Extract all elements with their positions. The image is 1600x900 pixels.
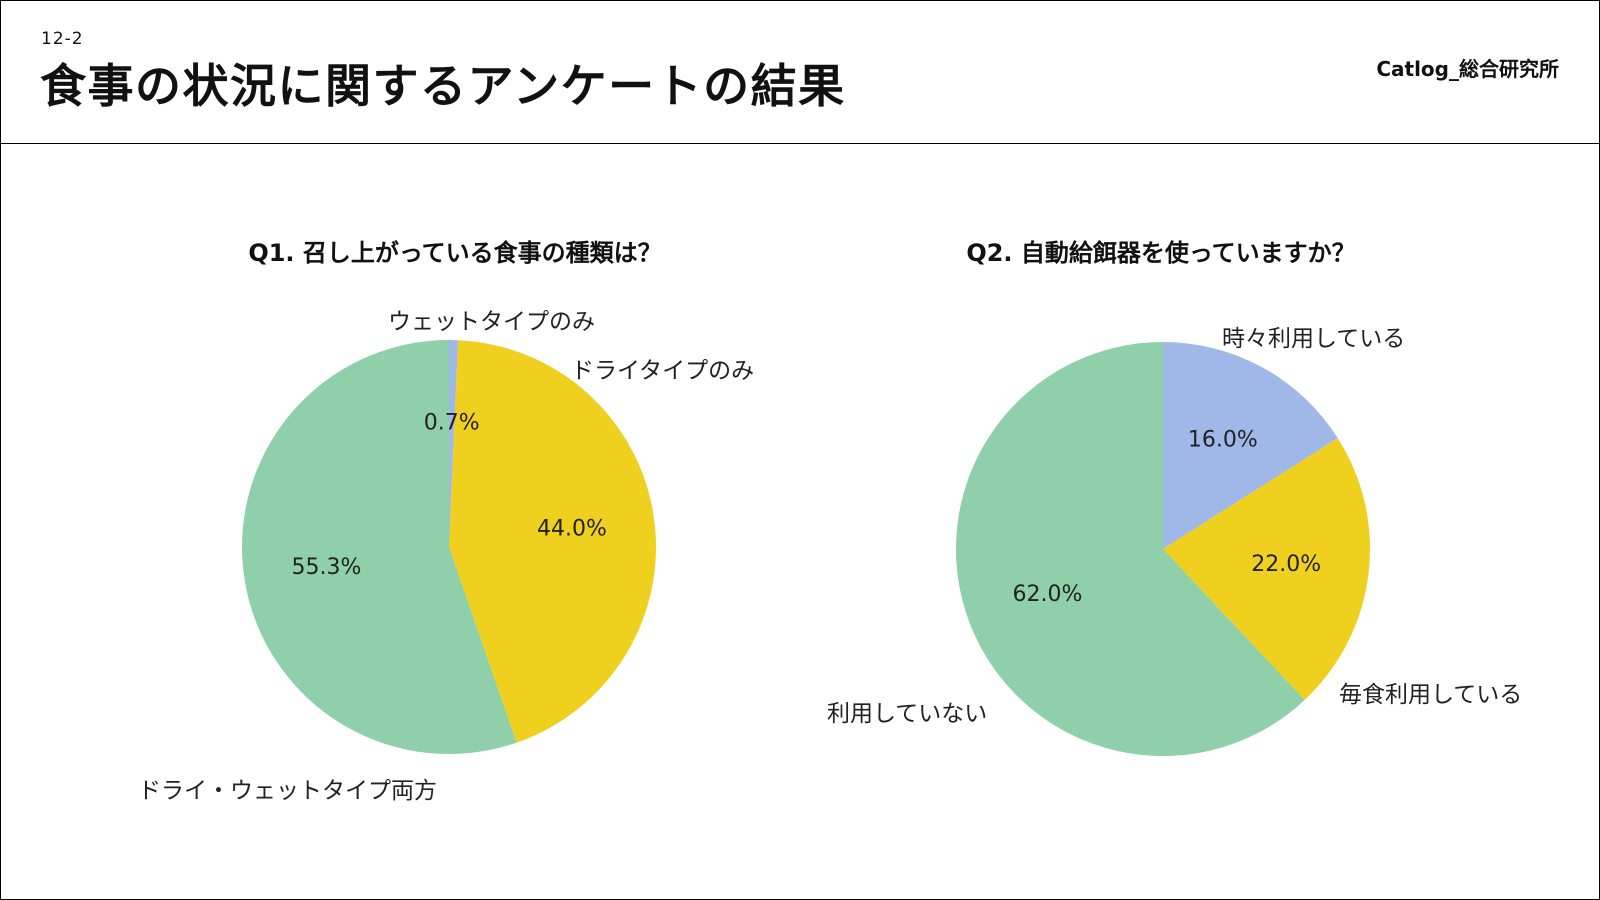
- data-label-dry-and-wet: 55.3%: [292, 555, 362, 580]
- pie-slice-dry-and-wet: [242, 340, 517, 754]
- header-divider: [1, 143, 1599, 144]
- data-label-not-used: 62.0%: [1013, 582, 1083, 607]
- pie-slice-sometimes: [1163, 342, 1338, 549]
- data-label-every-meal: 22.0%: [1251, 552, 1321, 577]
- pie-slice-every-meal: [1163, 438, 1371, 700]
- brand-logo-text: Catlog_総合研究所: [1376, 57, 1559, 81]
- pie-slice-wet-only: [449, 340, 459, 547]
- category-label-wet-only: ウェットタイプのみ: [388, 309, 595, 335]
- category-label-not-used: 利用していない: [827, 701, 987, 727]
- pie-slice-not-used: [955, 342, 1305, 756]
- category-label-sometimes: 時々利用している: [1222, 326, 1405, 352]
- pie-chart-q2: Q2. 自動給餌器を使っていますか？ 16.0% 22.0% 62.0% 時々利…: [827, 239, 1522, 756]
- category-label-dry-only: ドライタイプのみ: [571, 358, 754, 384]
- page-title: 食事の状況に関するアンケートの結果: [40, 59, 846, 113]
- chart-title-q1: Q1. 召し上がっている食事の種類は？: [248, 239, 661, 267]
- pie-slice-dry-only: [449, 340, 656, 743]
- data-label-dry-only: 44.0%: [537, 517, 607, 542]
- category-label-dry-and-wet: ドライ・ウェットタイプ両方: [138, 778, 437, 804]
- pie-chart-q1: Q1. 召し上がっている食事の種類は？ 0.7% 44.0% 55.3% ウェッ…: [138, 239, 754, 804]
- chart-title-q2: Q2. 自動給餌器を使っていますか？: [966, 239, 1355, 267]
- data-label-sometimes: 16.0%: [1188, 428, 1258, 453]
- section-number: 12-2: [41, 29, 84, 49]
- data-label-wet-only: 0.7%: [424, 410, 480, 435]
- category-label-every-meal: 毎食利用している: [1339, 682, 1522, 708]
